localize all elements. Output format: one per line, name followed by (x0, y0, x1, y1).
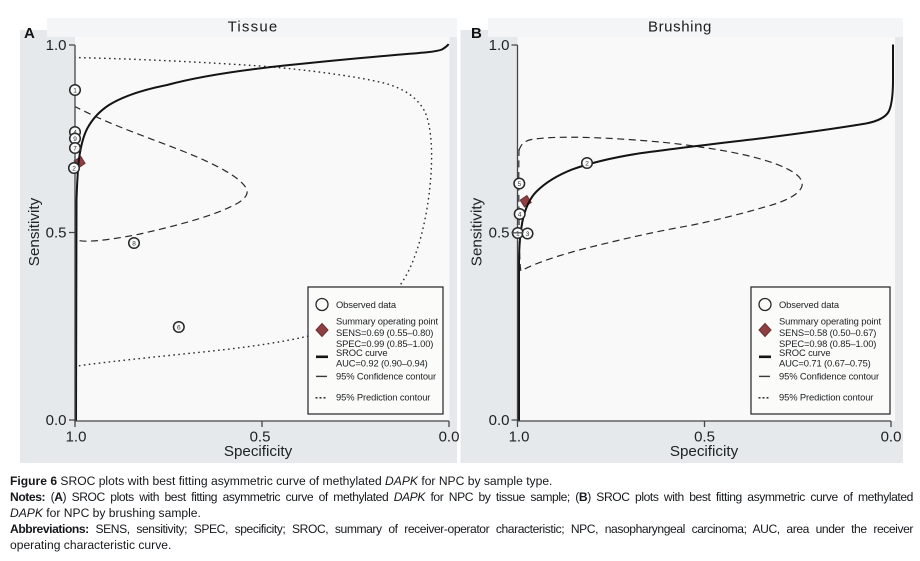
svg-text:0.5: 0.5 (694, 429, 715, 446)
svg-text:1.0: 1.0 (46, 37, 67, 54)
svg-text:AUC=0.92 (0.90–0.94): AUC=0.92 (0.90–0.94) (336, 358, 428, 369)
svg-text:95% Confidence contour: 95% Confidence contour (336, 371, 436, 382)
svg-text:SPEC=0.99 (0.85–1.00): SPEC=0.99 (0.85–1.00) (336, 338, 433, 349)
svg-text:AUC=0.71 (0.67–0.75): AUC=0.71 (0.67–0.75) (779, 358, 871, 369)
svg-text:0.0: 0.0 (439, 429, 460, 446)
svg-text:95% Prediction contour: 95% Prediction contour (779, 392, 873, 403)
svg-text:4: 4 (518, 212, 522, 219)
svg-text:Specificity: Specificity (670, 443, 739, 460)
svg-text:B: B (471, 25, 482, 42)
svg-text:1: 1 (516, 231, 520, 238)
svg-text:SENS=0.58 (0.50–0.67): SENS=0.58 (0.50–0.67) (779, 327, 876, 338)
svg-text:0.0: 0.0 (489, 412, 510, 429)
svg-text:Summary operating point: Summary operating point (336, 316, 438, 327)
svg-text:Sensitivity: Sensitivity (469, 197, 486, 266)
svg-text:Sensitivity: Sensitivity (26, 197, 43, 266)
svg-text:Specificity: Specificity (224, 443, 293, 460)
svg-text:0.0: 0.0 (881, 429, 902, 446)
svg-text:95% Prediction contour: 95% Prediction contour (336, 392, 430, 403)
svg-text:SROC curve: SROC curve (779, 347, 830, 358)
svg-text:1: 1 (73, 88, 77, 95)
svg-text:SROC curve: SROC curve (336, 347, 387, 358)
svg-text:A: A (24, 25, 35, 42)
svg-text:Summary operating point: Summary operating point (779, 316, 881, 327)
svg-text:0.5: 0.5 (250, 429, 271, 446)
svg-text:9: 9 (73, 136, 77, 143)
svg-text:SPEC=0.98 (0.85–1.00): SPEC=0.98 (0.85–1.00) (779, 338, 876, 349)
svg-text:1.0: 1.0 (66, 429, 87, 446)
svg-text:2: 2 (585, 161, 589, 168)
svg-text:Brushing: Brushing (648, 19, 712, 36)
svg-text:8: 8 (132, 241, 136, 248)
svg-text:0.5: 0.5 (46, 225, 67, 242)
svg-text:1.0: 1.0 (489, 37, 510, 54)
svg-text:Observed data: Observed data (779, 299, 840, 310)
svg-text:95% Confidence contour: 95% Confidence contour (779, 371, 879, 382)
svg-text:Observed data: Observed data (336, 299, 397, 310)
svg-text:SENS=0.69 (0.55–0.80): SENS=0.69 (0.55–0.80) (336, 327, 433, 338)
svg-text:4: 4 (73, 130, 77, 137)
svg-text:0.0: 0.0 (46, 412, 67, 429)
svg-text:2: 2 (72, 166, 76, 173)
svg-text:7: 7 (73, 146, 77, 153)
svg-text:Tissue: Tissue (228, 19, 279, 36)
svg-text:1.0: 1.0 (509, 429, 530, 446)
svg-text:6: 6 (177, 325, 181, 332)
svg-text:3: 3 (526, 231, 530, 238)
svg-text:5: 5 (517, 181, 521, 188)
svg-text:0.5: 0.5 (489, 225, 510, 242)
